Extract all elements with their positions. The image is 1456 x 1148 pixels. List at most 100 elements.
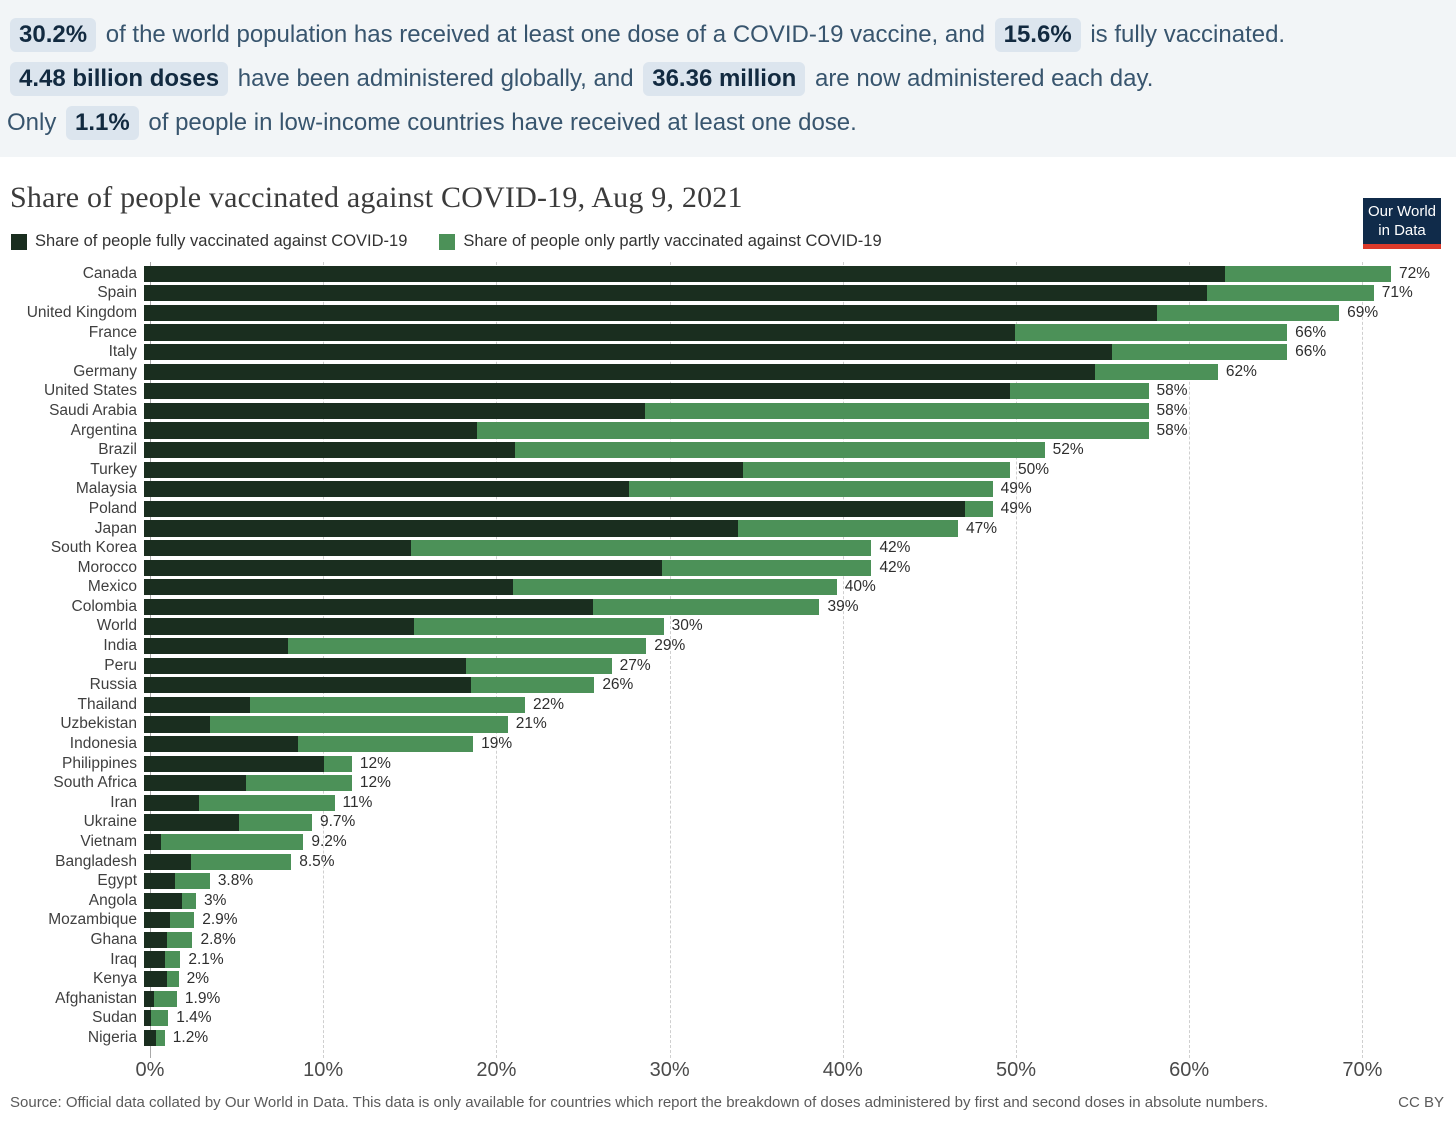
stacked-bar[interactable] (144, 657, 612, 674)
partly-vaccinated-segment[interactable] (964, 500, 993, 518)
fully-vaccinated-segment[interactable] (144, 833, 162, 851)
fully-vaccinated-segment[interactable] (144, 677, 472, 694)
stacked-bar[interactable] (144, 344, 1288, 361)
partly-vaccinated-segment[interactable] (644, 402, 1149, 420)
fully-vaccinated-segment[interactable] (144, 500, 965, 518)
stacked-bar[interactable] (144, 931, 193, 949)
partly-vaccinated-segment[interactable] (175, 873, 210, 890)
owid-logo[interactable]: Our World in Data (1363, 198, 1441, 249)
fully-vaccinated-segment[interactable] (144, 520, 739, 537)
stacked-bar[interactable] (144, 304, 1340, 322)
partly-vaccinated-segment[interactable] (169, 912, 195, 929)
stacked-bar[interactable] (144, 892, 196, 909)
stacked-bar[interactable] (144, 540, 872, 557)
fully-vaccinated-segment[interactable] (144, 363, 1095, 380)
stacked-bar[interactable] (144, 951, 181, 968)
partly-vaccinated-segment[interactable] (287, 637, 647, 655)
fully-vaccinated-segment[interactable] (144, 324, 1016, 341)
stacked-bar[interactable] (144, 618, 664, 635)
fully-vaccinated-segment[interactable] (144, 1029, 157, 1047)
partly-vaccinated-segment[interactable] (324, 755, 352, 772)
stacked-bar[interactable] (144, 579, 837, 596)
partly-vaccinated-segment[interactable] (199, 794, 335, 811)
fully-vaccinated-segment[interactable] (144, 775, 247, 792)
fully-vaccinated-segment[interactable] (144, 971, 167, 988)
stacked-bar[interactable] (144, 696, 526, 713)
fully-vaccinated-segment[interactable] (144, 931, 167, 949)
partly-vaccinated-segment[interactable] (471, 677, 595, 694)
fully-vaccinated-segment[interactable] (144, 637, 288, 655)
license-link[interactable]: CC BY (1398, 1093, 1444, 1111)
fully-vaccinated-segment[interactable] (144, 540, 411, 557)
partly-vaccinated-segment[interactable] (1010, 383, 1149, 400)
partly-vaccinated-segment[interactable] (476, 422, 1149, 439)
fully-vaccinated-segment[interactable] (144, 892, 183, 909)
fully-vaccinated-segment[interactable] (144, 1010, 151, 1027)
stacked-bar[interactable] (144, 285, 1374, 302)
partly-vaccinated-segment[interactable] (154, 990, 177, 1007)
partly-vaccinated-segment[interactable] (592, 598, 820, 615)
partly-vaccinated-segment[interactable] (1157, 304, 1340, 322)
stacked-bar[interactable] (144, 402, 1149, 420)
stacked-bar[interactable] (144, 383, 1149, 400)
partly-vaccinated-segment[interactable] (512, 579, 837, 596)
partly-vaccinated-segment[interactable] (161, 833, 304, 851)
fully-vaccinated-segment[interactable] (144, 716, 210, 733)
fully-vaccinated-segment[interactable] (144, 598, 593, 615)
fully-vaccinated-segment[interactable] (144, 853, 191, 870)
partly-vaccinated-segment[interactable] (182, 892, 196, 909)
fully-vaccinated-segment[interactable] (144, 735, 299, 753)
fully-vaccinated-segment[interactable] (144, 912, 170, 929)
fully-vaccinated-segment[interactable] (144, 265, 1225, 282)
fully-vaccinated-segment[interactable] (144, 383, 1010, 400)
partly-vaccinated-segment[interactable] (249, 696, 526, 713)
partly-vaccinated-segment[interactable] (246, 775, 352, 792)
fully-vaccinated-segment[interactable] (144, 873, 176, 890)
partly-vaccinated-segment[interactable] (1112, 344, 1288, 361)
stacked-bar[interactable] (144, 481, 993, 498)
fully-vaccinated-segment[interactable] (144, 285, 1208, 302)
partly-vaccinated-segment[interactable] (414, 618, 664, 635)
partly-vaccinated-segment[interactable] (466, 657, 612, 674)
fully-vaccinated-segment[interactable] (144, 657, 467, 674)
partly-vaccinated-segment[interactable] (628, 481, 993, 498)
fully-vaccinated-segment[interactable] (144, 402, 645, 420)
partly-vaccinated-segment[interactable] (1094, 363, 1218, 380)
stacked-bar[interactable] (144, 853, 292, 870)
fully-vaccinated-segment[interactable] (144, 579, 513, 596)
partly-vaccinated-segment[interactable] (1015, 324, 1288, 341)
stacked-bar[interactable] (144, 637, 647, 655)
stacked-bar[interactable] (144, 814, 312, 831)
stacked-bar[interactable] (144, 716, 508, 733)
stacked-bar[interactable] (144, 559, 872, 576)
fully-vaccinated-segment[interactable] (144, 814, 240, 831)
fully-vaccinated-segment[interactable] (144, 344, 1113, 361)
fully-vaccinated-segment[interactable] (144, 559, 662, 576)
partly-vaccinated-segment[interactable] (209, 716, 508, 733)
stacked-bar[interactable] (144, 990, 177, 1007)
stacked-bar[interactable] (144, 500, 993, 518)
fully-vaccinated-segment[interactable] (144, 304, 1158, 322)
stacked-bar[interactable] (144, 265, 1392, 282)
stacked-bar[interactable] (144, 833, 304, 851)
stacked-bar[interactable] (144, 461, 1010, 478)
partly-vaccinated-segment[interactable] (298, 735, 474, 753)
partly-vaccinated-segment[interactable] (1224, 265, 1392, 282)
partly-vaccinated-segment[interactable] (190, 853, 292, 870)
partly-vaccinated-segment[interactable] (738, 520, 959, 537)
fully-vaccinated-segment[interactable] (144, 990, 155, 1007)
stacked-bar[interactable] (144, 1010, 169, 1027)
stacked-bar[interactable] (144, 755, 352, 772)
stacked-bar[interactable] (144, 735, 474, 753)
stacked-bar[interactable] (144, 363, 1218, 380)
stacked-bar[interactable] (144, 971, 179, 988)
partly-vaccinated-segment[interactable] (514, 442, 1045, 459)
fully-vaccinated-segment[interactable] (144, 442, 515, 459)
fully-vaccinated-segment[interactable] (144, 618, 415, 635)
partly-vaccinated-segment[interactable] (661, 559, 872, 576)
stacked-bar[interactable] (144, 1029, 165, 1047)
partly-vaccinated-segment[interactable] (410, 540, 872, 557)
stacked-bar[interactable] (144, 598, 820, 615)
fully-vaccinated-segment[interactable] (144, 755, 325, 772)
stacked-bar[interactable] (144, 677, 595, 694)
